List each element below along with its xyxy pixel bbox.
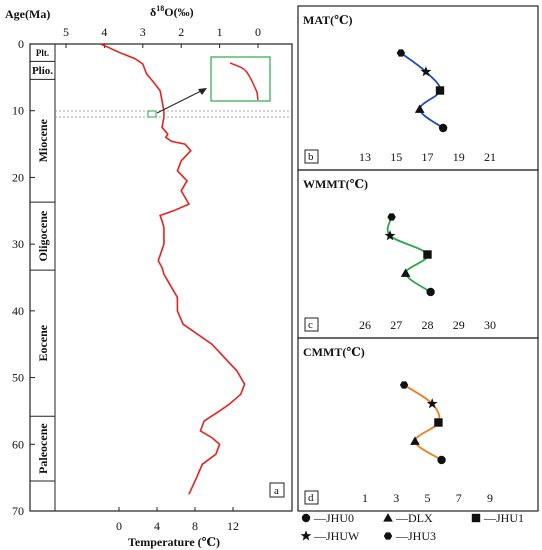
legend-label: —DLX xyxy=(395,511,433,525)
age-tick-label: 40 xyxy=(12,304,24,318)
panel-b-tick-label: 21 xyxy=(484,150,496,164)
panel-c-tick-label: 30 xyxy=(484,318,496,332)
epoch-label: Paleocene xyxy=(36,423,50,474)
inset-curve xyxy=(229,62,259,101)
panel-d-point-jhuw xyxy=(426,398,438,409)
panel-c-tick-label: 27 xyxy=(390,318,402,332)
legend-label: —JHUW xyxy=(313,529,360,543)
d18o-ticks: 5 4 3 2 1 0 xyxy=(63,25,261,48)
panel-c: WMMT(℃) 26 27 28 29 30 c xyxy=(297,169,539,339)
d18o-tick-label: 4 xyxy=(101,25,107,39)
panel-d-title: CMMT(℃) xyxy=(303,345,365,359)
epoch-label: Eocene xyxy=(36,324,50,361)
inset-box xyxy=(210,56,271,102)
temperature-tick-label: 4 xyxy=(154,519,160,533)
panel-c-point-jhu1 xyxy=(423,250,432,259)
age-ticks: 0 10 20 30 40 50 60 70 xyxy=(12,37,35,518)
panel-c-point-jhu3 xyxy=(387,213,396,221)
legend-marker-circle xyxy=(301,513,311,523)
temperature-axis-label: Temperature (℃) xyxy=(128,535,220,549)
temperature-tick-label: 12 xyxy=(227,519,239,533)
panel-c-letter-box xyxy=(304,317,319,332)
d18o-tick-label: 0 xyxy=(255,25,261,39)
panel-d-tick-label: 7 xyxy=(456,491,462,505)
d18o-tick-label: 2 xyxy=(178,25,184,39)
panel-b: MAT(℃) 13 15 17 19 21 b xyxy=(297,5,539,171)
age-axis-label: Age(Ma) xyxy=(5,7,50,21)
d18o-curve xyxy=(100,43,246,495)
d18o-axis-label: δ18O(‰) xyxy=(150,4,194,19)
inset-arrow xyxy=(156,89,204,114)
panel-d-letter-box xyxy=(304,490,319,505)
temperature-tick-label: 0 xyxy=(116,519,122,533)
panel-d-tick-label: 1 xyxy=(362,491,368,505)
panel-c-tick-label: 26 xyxy=(359,318,371,332)
panel-b-title: MAT(℃) xyxy=(303,13,352,27)
legend-label: —JHU1 xyxy=(483,511,524,525)
panel-b-tick-label: 13 xyxy=(359,150,371,164)
panel-a-frame xyxy=(29,43,293,512)
d18o-tick-label: 3 xyxy=(140,25,146,39)
age-tick-label: 0 xyxy=(18,37,24,51)
panel-b-letter-box xyxy=(304,149,319,164)
d18o-tick-label: 5 xyxy=(63,25,69,39)
panel-d-tick-label: 3 xyxy=(393,491,399,505)
legend-marker-triangle xyxy=(383,513,393,522)
age-tick-label: 10 xyxy=(12,104,24,118)
legend-marker-star xyxy=(300,530,312,541)
panel-b-point-jhu3 xyxy=(396,49,406,57)
legend-marker-hexagon xyxy=(383,532,393,540)
panel-d-tick-label: 5 xyxy=(425,491,431,505)
epoch-label: Plio. xyxy=(32,65,53,77)
panel-a: Plt. Plio. Miocene Oligocene Eocene Paleocene… xyxy=(5,4,293,549)
panel-a-letter-box xyxy=(269,482,285,498)
inset-arrow-head xyxy=(198,88,207,95)
age-tick-label: 30 xyxy=(12,237,24,251)
legend-marker-square xyxy=(471,513,481,523)
inset-marker-box xyxy=(147,110,157,118)
panel-b-point-jhuw xyxy=(420,66,432,77)
age-tick-label: 70 xyxy=(12,504,24,518)
age-tick-label: 50 xyxy=(12,371,24,385)
panel-b-tick-label: 17 xyxy=(422,150,434,164)
panel-b-tick-label: 19 xyxy=(453,150,465,164)
epoch-label: Oligocene xyxy=(36,210,50,261)
panel-d-point-jhu3 xyxy=(399,381,409,389)
age-tick-label: 60 xyxy=(12,437,24,451)
panel-a-letter: a xyxy=(274,485,279,497)
panel-b-tick-label: 15 xyxy=(390,150,402,164)
panel-b-frame xyxy=(297,5,539,171)
panel-c-frame xyxy=(297,169,539,339)
panel-d-tick-label: 9 xyxy=(487,491,493,505)
panel-d-point-jhu1 xyxy=(434,418,443,427)
panel-d-frame xyxy=(297,337,539,512)
panel-c-letter: c xyxy=(308,319,313,331)
epoch-label: Plt. xyxy=(36,48,49,58)
panel-c-title: WMMT(℃) xyxy=(303,177,368,191)
panel-d-point-jhu0 xyxy=(437,455,446,465)
d18o-tick-label: 1 xyxy=(217,25,223,39)
panel-c-point-dlx xyxy=(400,268,411,277)
temperature-tick-label: 8 xyxy=(192,519,198,533)
panel-c-point-jhu0 xyxy=(426,287,435,297)
panel-d: CMMT(℃) 1 3 5 7 9 d xyxy=(297,337,539,512)
age-tick-label: 20 xyxy=(12,170,24,184)
panel-d-letter: d xyxy=(308,492,314,504)
temperature-ticks: 0 4 8 12 xyxy=(116,507,239,533)
epoch-label: Miocene xyxy=(36,118,50,162)
panel-b-point-jhu0 xyxy=(438,123,448,133)
epoch-column: Plt. Plio. Miocene Oligocene Eocene Paleocene xyxy=(30,48,55,482)
legend-label: —JHU3 xyxy=(395,529,436,543)
legend: —JHU0 —DLX —JHU1 —JHUW —JHU3 xyxy=(300,511,524,543)
legend-label: —JHU0 xyxy=(313,511,354,525)
panel-c-point-jhuw xyxy=(384,230,396,241)
panel-c-tick-label: 29 xyxy=(453,318,465,332)
panel-d-point-dlx xyxy=(410,436,420,445)
panel-c-tick-label: 28 xyxy=(422,318,434,332)
panel-b-point-dlx xyxy=(414,104,425,113)
panel-b-point-jhu1 xyxy=(435,86,445,95)
panel-b-letter: b xyxy=(308,151,314,163)
